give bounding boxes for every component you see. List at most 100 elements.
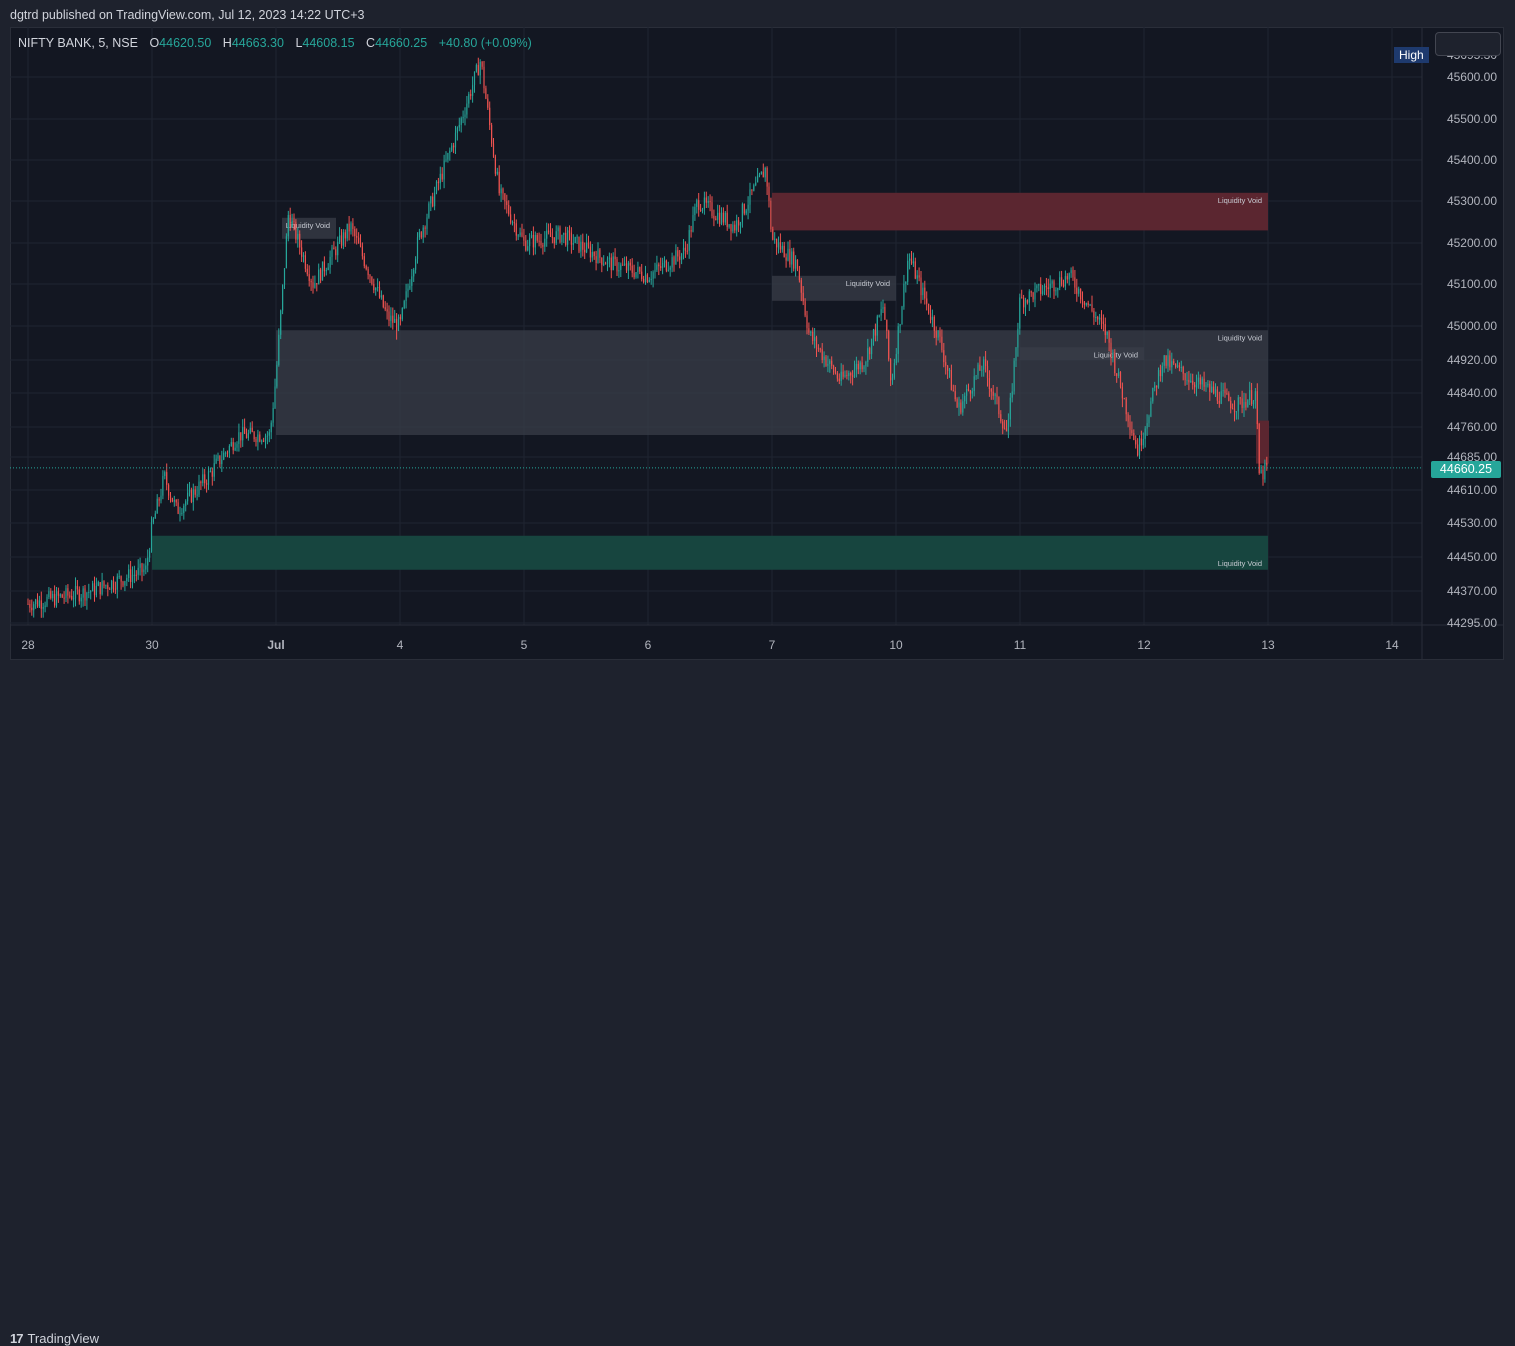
candle-body: [722, 212, 724, 223]
candle-body: [880, 309, 882, 316]
candle-body: [211, 471, 213, 477]
candle-body: [245, 433, 248, 439]
candle-body: [962, 401, 964, 413]
symbol-label[interactable]: NIFTY BANK, 5, NSE: [18, 36, 138, 50]
candle-body: [950, 370, 952, 391]
candle-body: [527, 246, 529, 251]
candle-body: [804, 301, 806, 316]
candle-body: [439, 173, 441, 184]
candle-body: [656, 264, 658, 270]
candle-body: [1009, 397, 1011, 420]
candle-body: [346, 223, 348, 239]
candle-body: [1129, 421, 1131, 431]
candle-body: [1104, 324, 1106, 336]
candle-body: [306, 268, 308, 275]
price-axis-label: 44295.00: [1447, 616, 1497, 630]
candle-body: [624, 263, 626, 265]
candle-body: [401, 308, 403, 320]
candle-body: [882, 306, 884, 310]
candle-body: [181, 512, 183, 514]
tradingview-logo[interactable]: 17 TradingView: [10, 1331, 99, 1346]
candle-body: [772, 229, 774, 240]
candle-body: [175, 499, 177, 503]
candle-body: [411, 276, 413, 286]
candle-body: [225, 452, 227, 454]
candle-body: [625, 263, 628, 271]
candle-body: [842, 371, 844, 377]
candle-body: [356, 236, 358, 238]
candle-body: [409, 285, 411, 289]
candle-body: [924, 287, 926, 299]
candle-body: [1226, 393, 1228, 395]
candle-body: [373, 284, 375, 291]
candle-body: [481, 61, 483, 67]
candle-body: [1112, 353, 1114, 359]
candle-body: [200, 481, 202, 484]
candle-body: [700, 209, 702, 211]
candle-body: [644, 274, 647, 283]
candle-body: [1125, 398, 1127, 415]
candle-body: [308, 274, 310, 281]
candle-body: [918, 275, 920, 278]
candle-body: [1110, 342, 1112, 359]
candle-body: [1228, 393, 1230, 401]
candle-body: [1070, 270, 1072, 274]
candle-body: [1068, 273, 1070, 280]
candle-body: [278, 334, 280, 365]
candle-body: [57, 591, 59, 596]
candle-body: [206, 483, 208, 485]
candle-body: [293, 220, 295, 222]
candle-body: [327, 267, 329, 271]
candle-body: [137, 567, 139, 575]
candle-body: [166, 472, 168, 485]
candle-body: [143, 569, 145, 573]
candle-body: [285, 236, 287, 269]
high-marker-badge: High: [1394, 47, 1429, 63]
candle-body: [525, 240, 527, 251]
candle-body: [61, 594, 63, 598]
candle-body: [232, 442, 234, 451]
candle-body: [967, 388, 970, 391]
candle-body: [928, 303, 930, 314]
candle-body: [105, 585, 107, 587]
candle-body: [903, 283, 905, 307]
candle-body: [1064, 276, 1066, 287]
candle-body: [992, 391, 994, 396]
candle-body: [690, 230, 692, 232]
ohlc-legend: NIFTY BANK, 5, NSE O44620.50 H44663.30 L…: [18, 36, 540, 50]
candle-body: [869, 348, 871, 355]
candle-body: [1258, 424, 1260, 474]
candle-body: [901, 306, 903, 325]
candle-body: [403, 301, 405, 309]
candle-body: [608, 257, 610, 259]
candle-body: [331, 247, 333, 257]
candle-body: [1192, 380, 1194, 385]
candle-body: [473, 71, 476, 86]
candle-body: [580, 241, 582, 252]
candle-body: [591, 252, 593, 258]
candle-body: [952, 390, 954, 392]
candle-body: [90, 591, 92, 593]
candle-body: [960, 402, 962, 413]
candle-body: [257, 434, 259, 443]
candle-body: [238, 432, 240, 444]
candle-body: [654, 269, 656, 273]
candle-body: [1220, 391, 1222, 404]
chart-control-button[interactable]: [1435, 32, 1501, 56]
candle-body: [937, 330, 939, 338]
candle-body: [572, 242, 574, 245]
candle-body: [513, 222, 515, 224]
candle-body: [897, 326, 899, 354]
candle-body: [587, 242, 590, 247]
candle-body: [264, 436, 267, 442]
candle-body: [1093, 310, 1095, 318]
price-axis-label: 45500.00: [1447, 112, 1497, 126]
candle-body: [299, 233, 301, 248]
candle-body: [1080, 288, 1082, 300]
chart-canvas[interactable]: Liquidity Void Liquidity Void Liquidity Vo…: [10, 27, 1504, 660]
liquidity-void-label: Liquidity Void: [1094, 350, 1138, 359]
candle-body: [519, 232, 521, 236]
candle-body: [986, 365, 989, 379]
candle-body: [114, 588, 116, 590]
candle-body: [109, 588, 111, 590]
